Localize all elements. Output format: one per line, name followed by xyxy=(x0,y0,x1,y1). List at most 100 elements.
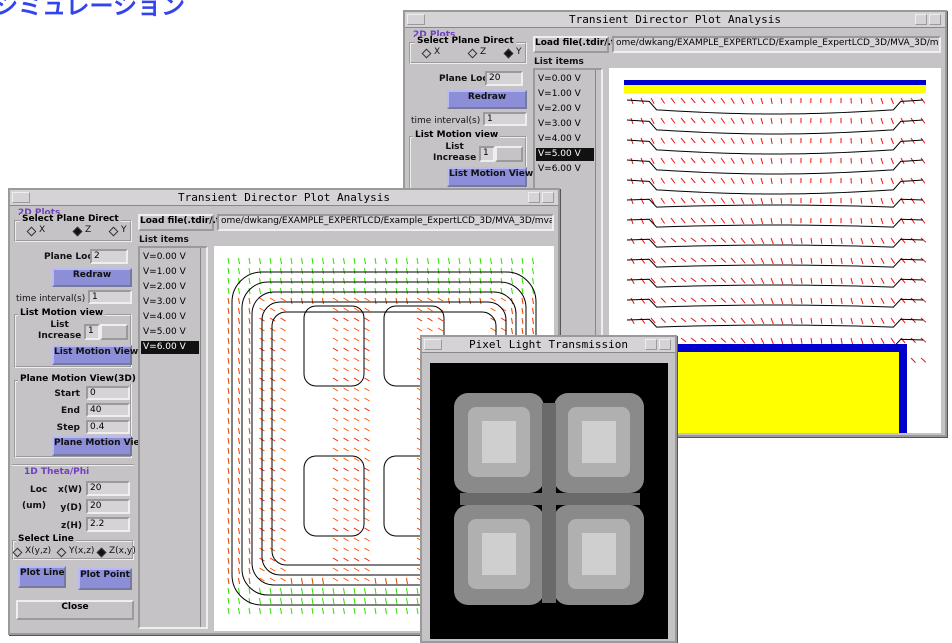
director xyxy=(760,277,765,285)
button[interactable]: Redraw xyxy=(447,90,527,109)
director xyxy=(740,257,746,264)
button[interactable]: Close xyxy=(16,600,134,620)
section-title: 2D Plots xyxy=(413,30,456,40)
minimize-button[interactable] xyxy=(528,192,540,203)
director xyxy=(490,287,492,295)
spin-buttons[interactable] xyxy=(495,146,523,162)
list-item[interactable]: V=0.00 V xyxy=(538,74,581,84)
minimize-button[interactable] xyxy=(915,14,927,25)
button[interactable]: Redraw xyxy=(52,268,132,287)
director xyxy=(248,567,251,575)
director xyxy=(670,117,676,124)
list-item[interactable]: V=3.00 V xyxy=(538,119,581,129)
text-input[interactable]: 40 xyxy=(86,403,130,417)
director xyxy=(238,467,240,475)
director xyxy=(521,257,524,265)
button[interactable]: Load file(.tdir/.tor) xyxy=(138,214,235,231)
button[interactable]: List Motion View xyxy=(52,345,138,365)
maximize-button[interactable] xyxy=(542,192,554,203)
director xyxy=(332,477,339,482)
maximize-button[interactable] xyxy=(929,14,941,25)
director xyxy=(490,307,496,312)
line-option[interactable]: Y(x,z) xyxy=(69,546,95,556)
director xyxy=(248,497,251,505)
text-input[interactable]: 2.2 xyxy=(86,517,130,532)
director xyxy=(870,117,873,125)
contour xyxy=(303,455,365,537)
text-input[interactable]: 2 xyxy=(90,249,128,264)
director xyxy=(458,257,461,265)
window-menu-button[interactable] xyxy=(407,14,425,25)
text-input[interactable]: 1 xyxy=(88,290,132,304)
director xyxy=(416,297,423,302)
list-item[interactable]: V=0.00 V xyxy=(143,252,186,262)
director xyxy=(870,277,874,285)
button[interactable]: Plot Line xyxy=(18,566,66,588)
director xyxy=(680,117,686,124)
text-input[interactable]: 1 xyxy=(483,112,527,126)
director xyxy=(332,467,339,472)
director xyxy=(490,277,492,285)
list-item[interactable]: V=4.00 V xyxy=(538,134,581,144)
director xyxy=(374,267,377,275)
plane-option[interactable]: Y xyxy=(516,47,522,57)
list-item[interactable]: V=6.00 V xyxy=(141,341,199,354)
list-item[interactable]: V=3.00 V xyxy=(143,297,186,307)
director xyxy=(238,267,240,275)
button[interactable]: List Motion View xyxy=(447,167,533,187)
director xyxy=(227,427,230,435)
plane-option[interactable]: Z xyxy=(85,225,92,235)
plane-option[interactable]: X xyxy=(434,47,441,57)
director xyxy=(353,557,360,562)
director xyxy=(259,297,265,302)
contour xyxy=(626,139,924,155)
director xyxy=(458,277,461,285)
list-item[interactable]: V=2.00 V xyxy=(538,104,581,114)
text-input[interactable]: 0.4 xyxy=(86,420,130,434)
text-input[interactable]: 20 xyxy=(86,481,130,496)
director xyxy=(364,427,370,432)
plane-option[interactable]: Z xyxy=(480,47,487,57)
list-item[interactable]: V=4.00 V xyxy=(143,312,186,322)
director xyxy=(780,257,784,265)
window-menu-button[interactable] xyxy=(424,339,442,350)
line-option[interactable]: X(y,z) xyxy=(25,546,52,556)
group-label: Select Line xyxy=(16,534,76,544)
label: List items xyxy=(534,57,584,67)
button[interactable]: Plane Motion View xyxy=(52,436,148,456)
contour xyxy=(626,298,924,308)
label: List Increase xyxy=(433,142,477,163)
list-item[interactable]: V=1.00 V xyxy=(538,89,581,99)
director xyxy=(660,117,666,124)
director xyxy=(353,587,356,595)
list-item[interactable]: V=1.00 V xyxy=(143,267,186,277)
spin-buttons[interactable] xyxy=(100,324,128,340)
text-input[interactable]: 0 xyxy=(86,386,130,400)
director xyxy=(238,367,240,375)
director xyxy=(332,447,339,452)
director xyxy=(238,577,240,585)
director xyxy=(860,277,864,285)
list-item[interactable]: V=2.00 V xyxy=(143,282,186,292)
spin-input[interactable]: 1 xyxy=(84,324,100,340)
director xyxy=(740,137,745,145)
plane-option[interactable]: Y xyxy=(121,225,127,235)
minimize-button[interactable] xyxy=(645,339,657,350)
director xyxy=(416,277,419,285)
button[interactable]: Plot Point xyxy=(78,568,132,590)
list-item[interactable]: V=6.00 V xyxy=(538,164,581,174)
line-option[interactable]: Z(x,y) xyxy=(109,546,136,556)
list-item[interactable]: V=5.00 V xyxy=(536,148,594,161)
director xyxy=(227,607,230,615)
maximize-button[interactable] xyxy=(659,339,671,350)
text-input[interactable]: 20 xyxy=(485,71,523,86)
director xyxy=(238,457,240,465)
text-input[interactable]: 20 xyxy=(86,499,130,514)
button[interactable]: Load file(.tdir/.tor) xyxy=(533,36,630,53)
window-menu-button[interactable] xyxy=(12,192,30,203)
spin-input[interactable]: 1 xyxy=(479,146,495,162)
director xyxy=(700,297,707,303)
list-item[interactable]: V=5.00 V xyxy=(143,327,186,337)
director xyxy=(630,237,635,244)
plane-option[interactable]: X xyxy=(39,225,46,235)
